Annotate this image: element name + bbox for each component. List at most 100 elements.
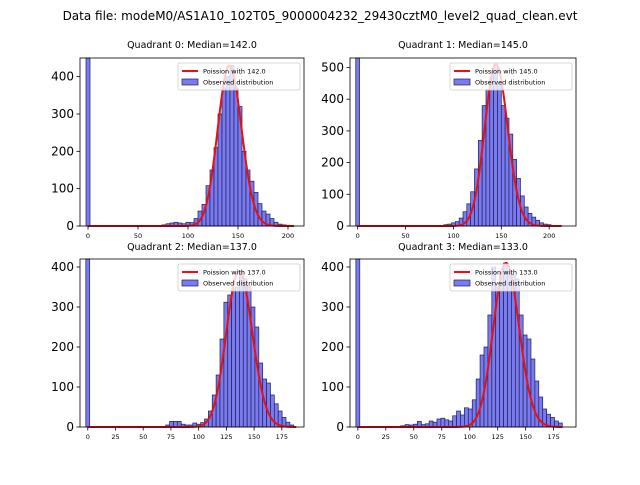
histogram-bar <box>452 415 457 428</box>
x-tick-label: 100 <box>447 232 459 240</box>
histogram-bar <box>500 105 506 227</box>
y-tick-label: 300 <box>51 107 74 121</box>
x-tick-label: 200 <box>282 232 294 240</box>
legend-box <box>449 263 573 292</box>
histogram-bar <box>266 382 271 428</box>
x-tick-label: 125 <box>491 433 503 441</box>
legend-curve-label: Poission with 142.0 <box>203 68 266 76</box>
x-tick-label: 100 <box>464 433 476 441</box>
histogram-bar <box>225 76 231 227</box>
axes-frame <box>349 258 577 428</box>
histogram-bar <box>440 417 446 428</box>
histogram-bar <box>239 270 244 428</box>
x-tick-label: 50 <box>401 232 409 240</box>
histogram-bar <box>456 410 461 428</box>
x-tick-label: 75 <box>438 433 446 441</box>
legend: Poission with 133.0 Observed distribution <box>449 263 573 292</box>
figure-title: Data file: modeM0/AS1A10_102T05_90000042… <box>63 9 578 23</box>
legend-bar-swatch <box>181 78 199 86</box>
histogram-bar <box>235 286 240 428</box>
y-tick-label: 100 <box>51 380 74 394</box>
legend: Poission with 142.0 Observed distribution <box>177 62 301 91</box>
axes-frame <box>79 57 305 227</box>
y-tick-label: 300 <box>51 300 74 314</box>
histogram-bar <box>475 378 481 428</box>
histogram-bar <box>355 258 361 428</box>
histogram-bar <box>460 414 465 428</box>
legend: Poission with 145.0 Observed distribution <box>449 62 573 91</box>
legend-curve-label: Poission with 133.0 <box>475 269 538 277</box>
legend: Poission with 137.0 Observed distribution <box>177 263 301 292</box>
y-tick-label: 100 <box>51 182 74 196</box>
histogram-bar <box>530 358 536 428</box>
y-tick-label: 400 <box>51 260 74 274</box>
y-tick-label: 0 <box>336 219 344 233</box>
x-tick-label: 0 <box>356 433 360 441</box>
histogram-bar <box>85 258 91 428</box>
histogram-bar <box>242 278 248 428</box>
legend-bar-swatch <box>181 279 199 287</box>
x-tick-label: 50 <box>410 433 418 441</box>
histogram-bar <box>233 87 239 227</box>
x-tick-label: 150 <box>232 232 244 240</box>
legend-box <box>177 263 301 292</box>
legend-bar-label: Observed distribution <box>475 79 545 87</box>
histogram-bar <box>221 87 227 227</box>
y-tick-label: 300 <box>321 124 344 138</box>
histogram-bar <box>436 418 442 428</box>
x-tick-label: 150 <box>519 433 531 441</box>
x-tick-label: 0 <box>356 232 360 240</box>
axes-frame <box>79 258 305 428</box>
histogram-bar <box>85 57 91 227</box>
y-tick-label: 500 <box>321 61 344 75</box>
legend-curve-label: Poission with 145.0 <box>475 68 538 76</box>
histogram-bar <box>499 271 504 428</box>
legend-bar-label: Observed distribution <box>203 79 273 87</box>
panel-title: Quadrant 2: Median=137.0 <box>127 242 257 253</box>
y-tick-label: 100 <box>321 187 344 201</box>
histogram-bar <box>355 57 360 227</box>
x-tick-label: 100 <box>182 232 194 240</box>
x-tick-label: 50 <box>134 232 142 240</box>
y-tick-label: 0 <box>66 420 74 434</box>
legend-bar-label: Observed distribution <box>475 280 545 288</box>
histogram-bar <box>497 83 502 227</box>
observed-bars <box>355 57 556 227</box>
legend-bar-label: Observed distribution <box>203 280 273 288</box>
x-tick-label: 0 <box>86 433 90 441</box>
x-tick-label: 200 <box>543 232 555 240</box>
y-tick-label: 0 <box>66 219 74 233</box>
histogram-bar <box>507 270 512 428</box>
axes-frame <box>349 57 577 227</box>
y-tick-label: 200 <box>51 144 74 158</box>
panel-quadrant-2: Quadrant 2: Median=137.0 0 100 200 300 400 0 2… <box>51 242 305 441</box>
histogram-bar <box>534 380 540 428</box>
panel-quadrant-0: Quadrant 0: Median=142.0 0 100 200 300 400 0 5… <box>51 40 305 240</box>
x-tick-label: 175 <box>547 433 559 441</box>
x-tick-label: 150 <box>248 433 260 441</box>
y-tick-label: 400 <box>51 70 74 84</box>
legend-bar-swatch <box>453 279 471 287</box>
x-tick-label: 175 <box>276 433 288 441</box>
poisson-curve <box>87 270 297 428</box>
histogram-bar <box>231 288 236 428</box>
histogram-bar <box>217 113 223 227</box>
x-tick-label: 25 <box>382 433 390 441</box>
y-tick-label: 200 <box>321 340 344 354</box>
panel-quadrant-3: Quadrant 3: Median=133.0 0 100 200 300 400 0 2… <box>321 242 577 441</box>
x-tick-label: 75 <box>167 433 175 441</box>
legend-box <box>449 62 573 91</box>
x-tick-label: 0 <box>86 232 90 240</box>
x-tick-label: 125 <box>220 433 232 441</box>
panel-title: Quadrant 0: Median=142.0 <box>127 40 257 51</box>
y-tick-label: 100 <box>321 380 344 394</box>
y-tick-label: 300 <box>321 300 344 314</box>
histogram-bar <box>464 407 469 428</box>
legend-box <box>177 62 301 91</box>
panel-title: Quadrant 3: Median=133.0 <box>398 242 528 253</box>
histogram-bar <box>489 76 494 227</box>
histogram-bar <box>444 419 450 428</box>
y-tick-label: 200 <box>51 340 74 354</box>
panel-title: Quadrant 1: Median=145.0 <box>398 40 528 51</box>
